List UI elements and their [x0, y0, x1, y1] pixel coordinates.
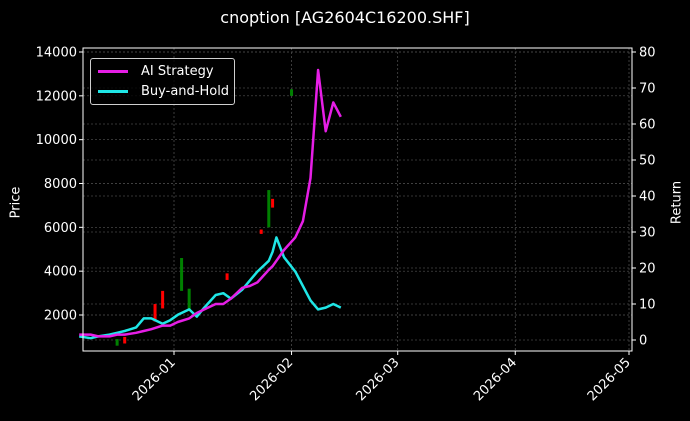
svg-text:2026-03: 2026-03: [354, 355, 403, 404]
svg-text:70: 70: [639, 82, 656, 97]
svg-text:2026-05: 2026-05: [585, 355, 634, 404]
legend-label: AI Strategy: [141, 63, 214, 79]
svg-text:0: 0: [639, 334, 647, 349]
y-axis-right-label: Return: [669, 180, 685, 225]
y-axis-left-label: Price: [8, 186, 24, 219]
svg-text:2026-04: 2026-04: [471, 355, 520, 404]
svg-text:14000: 14000: [36, 46, 77, 61]
svg-text:2000: 2000: [44, 309, 77, 324]
svg-text:10000: 10000: [36, 133, 77, 148]
svg-text:2026-02: 2026-02: [247, 355, 296, 404]
grid-lines: [83, 48, 632, 351]
legend-item-ai-strategy: AI Strategy: [98, 61, 214, 81]
legend: AI Strategy Buy-and-Hold: [90, 58, 235, 105]
svg-text:8000: 8000: [44, 177, 77, 192]
svg-text:12000: 12000: [36, 89, 77, 104]
svg-text:50: 50: [639, 154, 656, 169]
svg-text:80: 80: [639, 46, 656, 61]
svg-text:4000: 4000: [44, 265, 77, 280]
svg-text:10: 10: [639, 298, 656, 313]
svg-text:30: 30: [639, 226, 656, 241]
legend-item-buy-and-hold: Buy-and-Hold: [98, 81, 229, 101]
svg-text:20: 20: [639, 262, 656, 277]
legend-swatch-cyan: [98, 89, 128, 93]
plot-frame: [82, 47, 633, 352]
svg-text:40: 40: [639, 190, 656, 205]
ai-strategy-line: [79, 68, 342, 338]
chart-title: cnoption [AG2604C16200.SHF]: [220, 8, 470, 27]
candlesticks: [115, 89, 294, 346]
svg-text:2026-01: 2026-01: [130, 355, 179, 404]
buy-and-hold-line: [79, 236, 342, 340]
svg-text:6000: 6000: [44, 221, 77, 236]
legend-swatch-magenta: [98, 69, 128, 73]
legend-label: Buy-and-Hold: [141, 83, 230, 99]
svg-text:60: 60: [639, 118, 656, 133]
